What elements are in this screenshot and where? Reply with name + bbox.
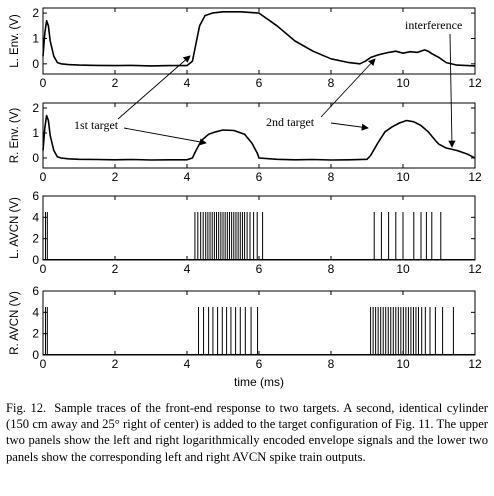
- y-tick-label: 6: [32, 284, 39, 298]
- y-tick-label: 0: [32, 151, 39, 165]
- x-tick-label: 6: [256, 76, 263, 90]
- y-tick-label: 2: [32, 101, 39, 115]
- annotation-arrow: [448, 33, 456, 148]
- annotation-1st-target: 1st target: [74, 118, 119, 132]
- x-tick-label: 12: [468, 170, 482, 184]
- x-tick-label: 12: [468, 262, 482, 276]
- x-tick-label: 0: [40, 357, 47, 371]
- y-tick-label: 2: [32, 327, 39, 341]
- x-tick-label: 8: [328, 76, 335, 90]
- y-tick-label: 1: [32, 126, 39, 140]
- x-tick-label: 12: [468, 357, 482, 371]
- x-tick-label: 8: [328, 357, 335, 371]
- annotation-arrow: [330, 122, 369, 131]
- y-tick-label: 2: [32, 232, 39, 246]
- panel-frame: [42, 290, 476, 356]
- annotation-arrow: [117, 55, 191, 120]
- x-tick-label: 0: [40, 76, 47, 90]
- caption-text: Sample traces of the front-end response …: [6, 401, 489, 464]
- x-tick-label: 6: [256, 170, 263, 184]
- x-tick-label: 2: [112, 357, 119, 371]
- y-tick-label: 0: [32, 253, 39, 267]
- x-tick-label: 2: [112, 170, 119, 184]
- x-axis-label: time (ms): [234, 375, 284, 389]
- x-tick-label: 4: [184, 357, 191, 371]
- y-tick-label: 0: [32, 348, 39, 362]
- annotation-arrow: [320, 58, 376, 118]
- x-tick-label: 10: [396, 357, 410, 371]
- x-tick-label: 6: [256, 262, 263, 276]
- y-axis-label: L. AVCN (V): [9, 197, 21, 259]
- x-tick-label: 2: [112, 76, 119, 90]
- x-tick-label: 2: [112, 262, 119, 276]
- y-axis-label: R. Env. (V): [9, 108, 21, 164]
- y-tick-label: 2: [32, 6, 39, 20]
- x-tick-label: 8: [328, 170, 335, 184]
- x-tick-label: 12: [468, 76, 482, 90]
- caption-label: Fig. 12.: [6, 401, 47, 415]
- x-tick-label: 0: [40, 170, 47, 184]
- annotation-arrow: [123, 127, 207, 146]
- annotations: interference 1st target 2nd target: [74, 18, 462, 148]
- x-tick-label: 10: [396, 76, 410, 90]
- x-tick-label: 6: [256, 357, 263, 371]
- envelope-line: [42, 11, 476, 67]
- x-tick-label: 4: [184, 170, 191, 184]
- x-tick-label: 4: [184, 76, 191, 90]
- x-tick-label: 0: [40, 262, 47, 276]
- y-tick-label: 4: [32, 210, 39, 224]
- x-tick-label: 8: [328, 262, 335, 276]
- figure-caption: Fig. 12. Sample traces of the front-end r…: [6, 400, 488, 465]
- panel-4: 0 2 4 6 8 10 12 0 2 4 6 R. AVCN (V): [9, 284, 482, 371]
- annotation-interference: interference: [405, 18, 462, 32]
- envelope-line: [42, 114, 476, 161]
- y-axis-label: R. AVCN (V): [9, 291, 21, 355]
- y-axis-label: L. Env. (V): [9, 14, 21, 68]
- annotation-2nd-target: 2nd target: [266, 115, 315, 129]
- y-tick-label: 1: [32, 31, 39, 45]
- y-tick-label: 6: [32, 189, 39, 203]
- panel-3: 0 2 4 6 8 10 12 0 2 4 6 L. AVCN (V): [9, 189, 482, 276]
- x-tick-label: 4: [184, 262, 191, 276]
- panel-frame: [42, 195, 476, 261]
- y-tick-label: 4: [32, 305, 39, 319]
- y-tick-label: 0: [32, 57, 39, 71]
- x-tick-label: 10: [396, 170, 410, 184]
- x-tick-label: 10: [396, 262, 410, 276]
